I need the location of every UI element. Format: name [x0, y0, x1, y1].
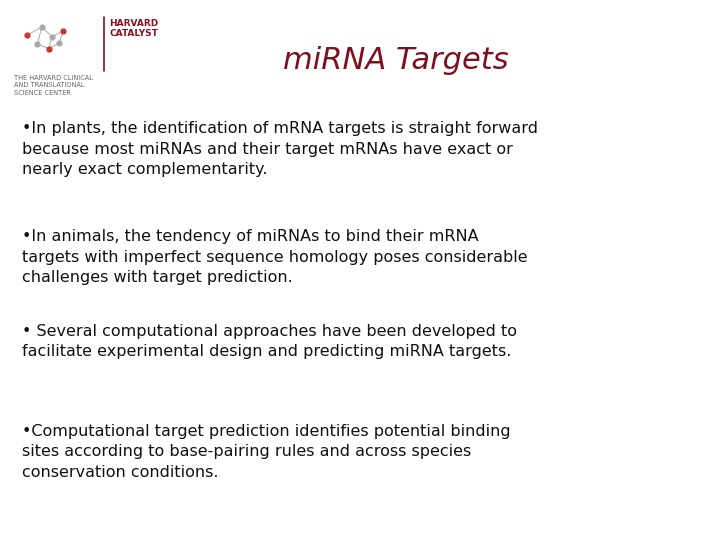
Text: • Several computational approaches have been developed to
facilitate experimenta: • Several computational approaches have … [22, 324, 517, 360]
Text: •In animals, the tendency of miRNAs to bind their mRNA
targets with imperfect se: •In animals, the tendency of miRNAs to b… [22, 230, 527, 285]
Text: THE HARVARD CLINICAL
AND TRANSLATIONAL
SCIENCE CENTER: THE HARVARD CLINICAL AND TRANSLATIONAL S… [14, 75, 94, 96]
Text: miRNA Targets: miRNA Targets [283, 46, 509, 75]
Text: HARVARD
CATALYST: HARVARD CATALYST [109, 19, 158, 38]
Text: •In plants, the identification of mRNA targets is straight forward
because most : •In plants, the identification of mRNA t… [22, 122, 538, 177]
Text: •Computational target prediction identifies potential binding
sites according to: •Computational target prediction identif… [22, 424, 510, 480]
